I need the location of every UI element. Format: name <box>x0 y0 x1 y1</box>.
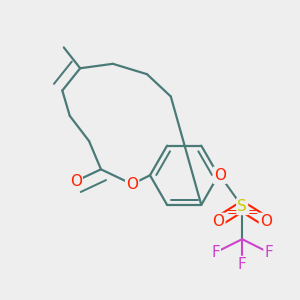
Text: O: O <box>126 177 138 192</box>
Text: S: S <box>237 199 247 214</box>
Text: O: O <box>214 168 226 183</box>
Text: F: F <box>238 257 247 272</box>
Text: O: O <box>70 174 82 189</box>
Text: F: F <box>211 245 220 260</box>
Text: O: O <box>260 214 272 229</box>
Text: O: O <box>212 214 224 229</box>
Text: F: F <box>265 245 273 260</box>
Text: =: = <box>247 206 258 219</box>
Text: =: = <box>226 206 237 219</box>
